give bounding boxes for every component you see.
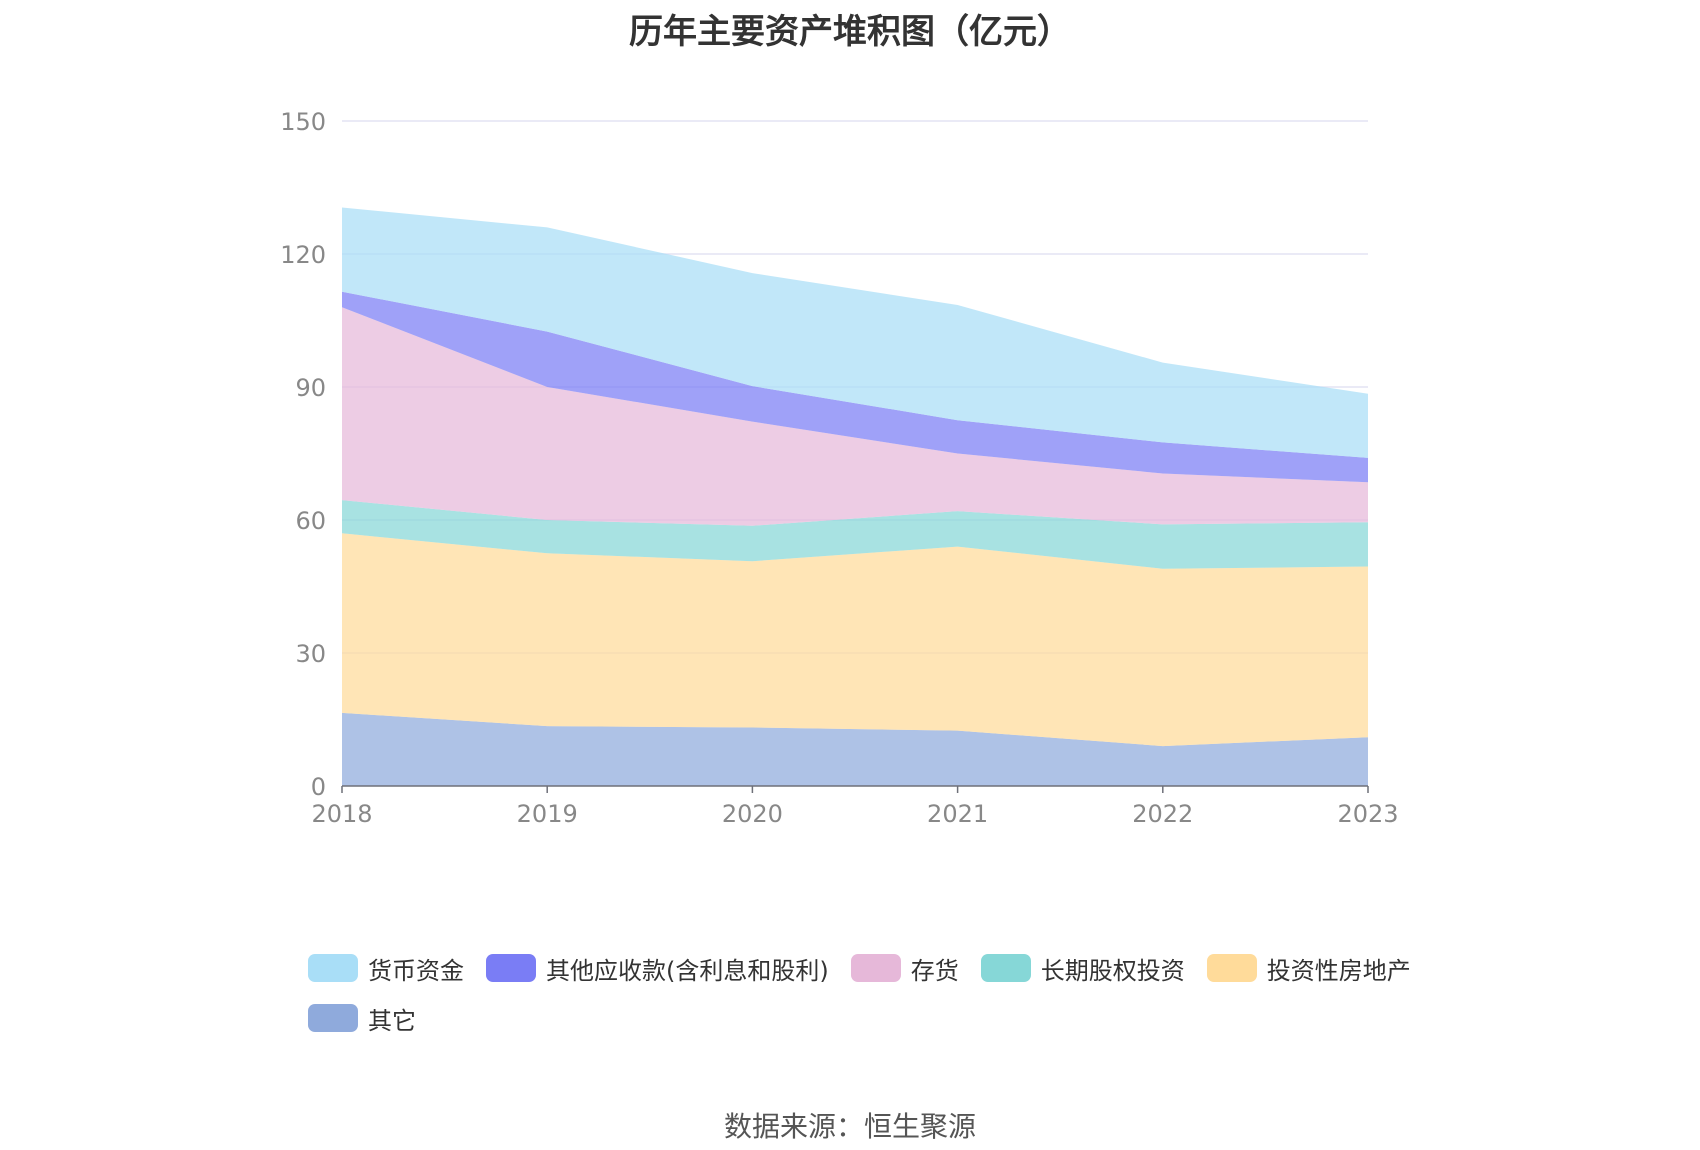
area-存货[interactable] [342, 307, 1368, 526]
x-tick-label: 2020 [722, 800, 783, 828]
legend-swatch [486, 954, 536, 982]
y-tick-label: 150 [280, 108, 326, 136]
legend-item[interactable]: 长期股权投资 [980, 950, 1185, 986]
y-axis-labels: 0 30 60 90 120 150 [280, 108, 326, 801]
legend-item[interactable]: 货币资金 [308, 950, 464, 986]
y-tick-label: 0 [311, 773, 326, 801]
y-tick-label: 120 [280, 241, 326, 269]
legend-label: 其他应收款(含利息和股利) [546, 956, 829, 985]
x-tick-label: 2022 [1132, 800, 1193, 828]
legend-item[interactable]: 其他应收款(含利息和股利) [486, 950, 829, 986]
x-tick-label: 2018 [311, 800, 372, 828]
area-货币资金[interactable] [342, 207, 1368, 458]
legend-label: 投资性房地产 [1266, 956, 1411, 985]
x-axis [341, 785, 1369, 793]
area-其他应收款(含利息和股利)[interactable] [342, 291, 1368, 483]
area-投资性房地产[interactable] [342, 533, 1368, 747]
y-tick-label: 60 [295, 507, 326, 535]
area-其它[interactable] [342, 712, 1368, 786]
y-tick-label: 90 [295, 374, 326, 402]
x-axis-labels: 2018 2019 2020 2021 2022 2023 [311, 800, 1398, 828]
legend-swatch [850, 954, 901, 982]
area-series [342, 207, 1368, 786]
legend-item[interactable]: 存货 [850, 950, 959, 986]
legend-item[interactable]: 投资性房地产 [1206, 950, 1411, 986]
chart-title: 历年主要资产堆积图（亿元） [629, 12, 1071, 52]
legend-label: 其它 [368, 1006, 416, 1035]
area-长期股权投资[interactable] [342, 500, 1368, 569]
x-tick-label: 2021 [927, 800, 988, 828]
x-tick-label: 2019 [517, 800, 578, 828]
legend-label: 长期股权投资 [1040, 956, 1185, 985]
legend-label: 存货 [910, 956, 959, 985]
legend-swatch [1206, 954, 1257, 982]
legend-swatch [308, 1004, 358, 1032]
legend: 货币资金 其他应收款(含利息和股利) 存货 长期股权投资 投资性房地产其它 [308, 950, 1458, 1036]
legend-swatch [980, 954, 1031, 982]
legend-swatch [308, 954, 358, 982]
legend-item[interactable]: 其它 [308, 1000, 416, 1036]
legend-label: 货币资金 [368, 956, 464, 985]
x-tick-label: 2023 [1337, 800, 1398, 828]
y-tick-label: 30 [295, 640, 326, 668]
data-source-note: 数据来源：恒生聚源 [723, 1110, 976, 1143]
